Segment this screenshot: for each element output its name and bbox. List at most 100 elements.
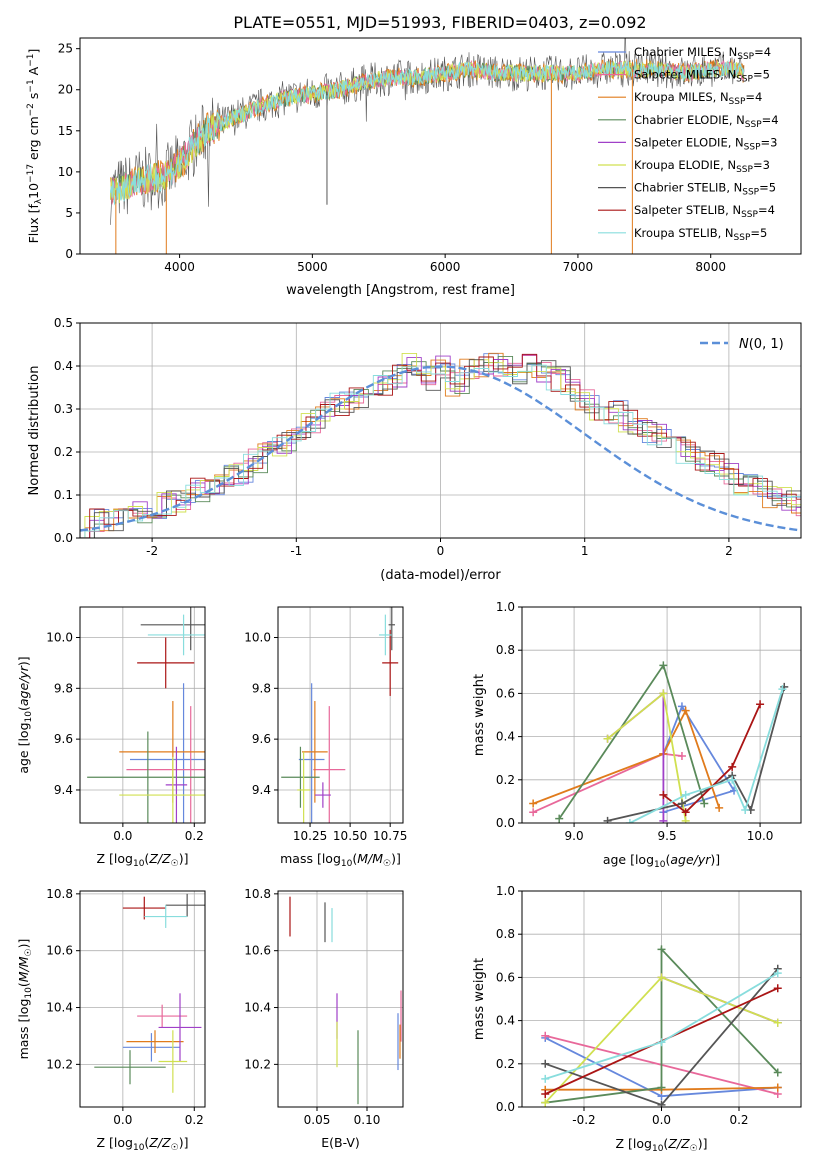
weight-marker [741,806,749,814]
gridlines-mass-vs-ebv [278,891,403,1107]
y-tick-label: 10.2 [46,1057,73,1071]
y-tick-label: 0.2 [496,773,515,787]
errorbar-kroupa-stelib [148,615,219,656]
x-tick-label: -2 [146,544,158,558]
y-tick-label: 9.8 [252,681,271,695]
errorbar-salpeter-stelib [137,637,194,688]
y-tick-label: 0.8 [496,643,515,657]
x-axis-label: age [log10(age/yr)] [603,852,720,870]
plot-area-mass-vs-Z [94,894,208,1093]
y-tick-label: 1.0 [496,600,515,614]
weight-marker [604,817,612,825]
y-tick-label: 0.0 [496,816,515,830]
y-tick-label: 0.4 [54,359,73,373]
weight-line-chabrier-miles [663,706,734,812]
weight-marker [715,804,723,812]
y-tick-label: 10.2 [244,1057,271,1071]
y-axis-label: mass weight [472,958,487,1040]
figure-title: PLATE=0551, MJD=51993, FIBERID=0403, z=0… [233,13,646,32]
x-tick-label: 0.2 [185,829,204,843]
x-tick-label: 4000 [164,260,195,274]
weight-marker [541,1075,549,1083]
y-tick-label: 9.6 [252,732,271,746]
x-tick-label: 0.10 [354,1113,381,1127]
errorbar-chabrier-elodie [281,747,319,808]
residuals-legend: N(0, 1) [700,337,784,352]
x-tick-label: 0.2 [185,1113,204,1127]
plot-area-mass-weight-vs-Z [541,945,782,1109]
weight-marker [541,1060,549,1068]
y-axis-label: age [log10(age/yr)] [16,656,34,773]
y-tick-label: 10.0 [244,630,271,644]
y-tick-label: 0.2 [496,1057,515,1071]
errorbar-kroupa-elodie [159,1030,188,1093]
y-tick-label: 10.8 [46,887,73,901]
y-tick-label: 0.4 [496,730,515,744]
y-axis-label: mass [log10(M/M☉)] [16,939,34,1060]
legend-entry: Kroupa STELIB, NSSP=5 [634,226,767,243]
x-axis-label: (data-model)/error [380,568,501,583]
plot-area-age-vs-Z [87,599,255,835]
x-tick-label: 9.5 [658,829,677,843]
errorbar-salpeter-miles [313,706,345,833]
axes-frame [80,607,205,823]
x-tick-label: 10.25 [293,829,327,843]
gridlines-residuals [80,323,801,538]
axes-frame [278,607,403,823]
errorbar-salpeter-elodie [159,993,202,1061]
gridlines-mass-weight-vs-age [522,607,801,823]
weight-marker [774,984,782,992]
errorbar-salpeter-miles [126,706,255,833]
plot-area-residuals [71,353,819,538]
gridlines-mass-vs-Z [80,891,205,1107]
histogram-chabrier-stelib [80,360,819,538]
weight-marker [529,808,537,816]
y-axis-label: Flux [fλ10−17 erg cm−2 s−1 A−1] [26,49,44,244]
weight-marker [541,1090,549,1098]
y-tick-label: 9.4 [54,783,73,797]
x-tick-label: 10.0 [747,829,774,843]
errorbar-kroupa-miles [126,1030,183,1053]
x-axis-label: E(B-V) [321,1135,360,1150]
weight-marker [756,700,764,708]
x-tick-label: 0.0 [113,829,132,843]
x-tick-label: 8000 [695,260,726,274]
x-tick-label: -0.2 [572,1113,595,1127]
plot-area-mass-vs-ebv [290,897,401,1104]
y-tick-label: 0.0 [496,1100,515,1114]
histogram-kroupa-elodie [71,353,819,538]
y-tick-label: 25 [58,42,73,56]
y-tick-label: 10.8 [244,887,271,901]
y-tick-label: 1.0 [496,884,515,898]
plot-area-mass-weight-vs-age [529,661,788,827]
weight-line-chabrier-elodie [545,949,778,1102]
legend-entry: Salpeter STELIB, NSSP=4 [634,203,775,220]
y-axis-label: Normed distribution [27,366,42,496]
errorbar-kroupa-miles [302,701,328,803]
axes-frame [80,891,205,1107]
y-tick-label: 10.6 [46,944,73,958]
x-tick-label: 6000 [430,260,461,274]
y-axis-label: mass weight [472,674,487,756]
x-tick-label: 0.0 [652,1113,671,1127]
x-axis-label: Z [log10(Z/Z☉)] [97,851,189,869]
errorbar-kroupa-elodie [119,757,226,833]
y-tick-label: 10 [58,165,73,179]
x-tick-label: 1 [581,544,589,558]
y-tick-label: 20 [58,83,73,97]
x-tick-label: 0.2 [729,1113,748,1127]
weight-marker [682,791,690,799]
x-tick-label: 0.0 [113,1113,132,1127]
gridlines-age-vs-mass [278,607,403,823]
errorbar-chabrier-miles [123,1033,180,1061]
legend-entry: Chabrier STELIB, NSSP=5 [634,181,776,198]
